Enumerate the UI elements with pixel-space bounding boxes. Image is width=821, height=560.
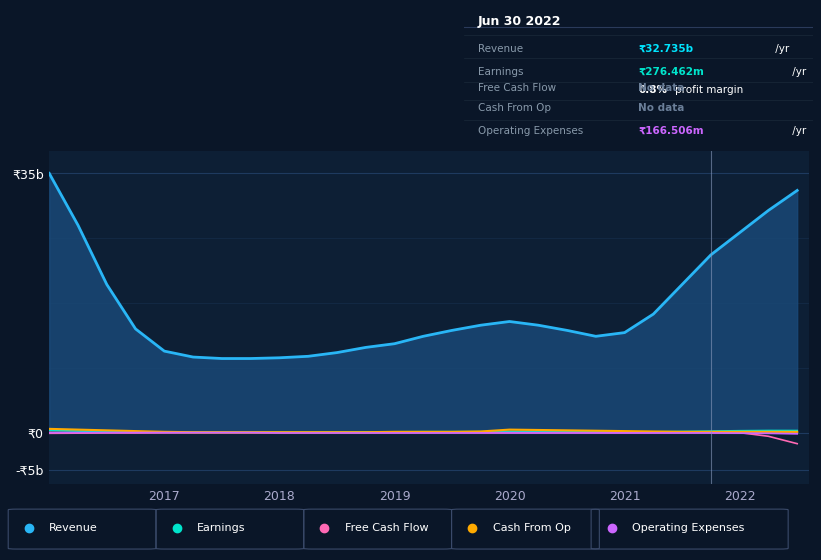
Text: ₹32.735b: ₹32.735b (639, 44, 694, 54)
Text: Revenue: Revenue (478, 44, 523, 54)
Text: Cash From Op: Cash From Op (493, 523, 571, 533)
Text: ₹166.506m: ₹166.506m (639, 126, 704, 136)
Text: Free Cash Flow: Free Cash Flow (478, 83, 556, 93)
Text: Revenue: Revenue (49, 523, 98, 533)
Text: /yr: /yr (789, 126, 806, 136)
Text: /yr: /yr (789, 67, 806, 77)
Text: No data: No data (639, 83, 685, 93)
Text: Earnings: Earnings (197, 523, 245, 533)
Text: ₹276.462m: ₹276.462m (639, 67, 704, 77)
Text: Operating Expenses: Operating Expenses (478, 126, 583, 136)
Text: No data: No data (639, 103, 685, 113)
Text: Operating Expenses: Operating Expenses (632, 523, 745, 533)
Text: Jun 30 2022: Jun 30 2022 (478, 15, 562, 27)
Text: Free Cash Flow: Free Cash Flow (345, 523, 429, 533)
Text: Earnings: Earnings (478, 67, 523, 77)
Text: profit margin: profit margin (675, 85, 743, 95)
Text: Cash From Op: Cash From Op (478, 103, 551, 113)
Text: /yr: /yr (773, 44, 790, 54)
Text: 0.8%: 0.8% (639, 85, 667, 95)
